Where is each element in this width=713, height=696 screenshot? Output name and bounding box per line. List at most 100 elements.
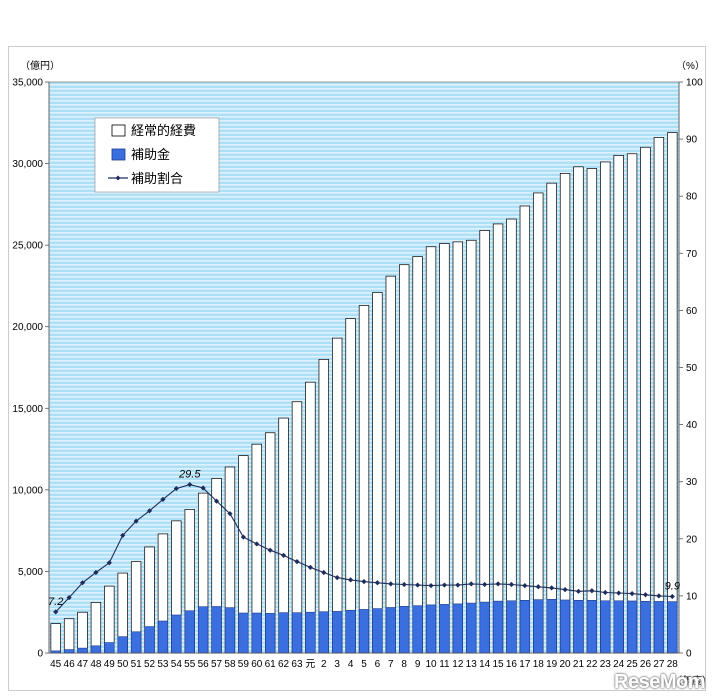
watermark-logo: ReseMom [614, 671, 705, 693]
bar-subsidy-53 [157, 620, 169, 654]
bar-expenses-6 [372, 292, 383, 654]
ratio-point-47 [79, 580, 86, 586]
bar-subsidy-21 [573, 600, 584, 654]
bar-subsidy-23 [600, 600, 611, 654]
x-tick-label: 11 [439, 659, 450, 670]
bar-expenses-10 [425, 246, 437, 654]
bar-expenses-48 [90, 602, 102, 654]
ratio-point-56 [200, 485, 206, 491]
ratio-point-58 [227, 511, 233, 517]
x-tick-label: 14 [479, 659, 491, 670]
legend-swatch-subsidy [111, 148, 126, 161]
bar-subsidy-60 [251, 612, 262, 654]
bar-expenses-22 [586, 168, 598, 654]
ratio-point-15 [495, 581, 501, 587]
x-tick-label: 59 [238, 659, 250, 670]
y-right-tick-label: 20 [686, 534, 698, 545]
ratio-point-48 [93, 569, 99, 576]
bar-expenses-4 [345, 318, 356, 654]
x-tick-label: 9 [415, 659, 421, 670]
ratio-data-label-55: 29.5 [178, 469, 201, 481]
bar-subsidy-28 [667, 601, 678, 654]
bar-expenses-2 [318, 358, 329, 654]
ratio-data-label-45: 7.2 [48, 596, 63, 608]
ratio-point-50 [120, 532, 126, 538]
x-tick-label: 12 [452, 659, 464, 670]
x-tick-label: 62 [278, 659, 290, 670]
ratio-point-25 [629, 591, 635, 597]
ratio-point-57 [213, 498, 220, 504]
bar-subsidy-52 [144, 626, 155, 654]
bar-subsidy-15 [492, 600, 504, 654]
y-right-tick-label: 50 [686, 363, 698, 374]
x-tick-label: 3 [334, 659, 340, 670]
bar-expenses-3 [332, 337, 343, 654]
bar-subsidy-26 [640, 600, 651, 654]
bar-expenses-5 [358, 305, 370, 654]
bar-subsidy-49 [104, 642, 115, 654]
x-tick-label: 23 [600, 659, 612, 670]
ratio-point-23 [602, 589, 608, 596]
ratio-point-51 [133, 518, 139, 524]
ratio-point-53 [160, 496, 166, 503]
x-tick-label: 53 [157, 659, 169, 670]
ratio-point-20 [562, 587, 568, 593]
bar-subsidy-12 [452, 603, 463, 654]
y-right-tick-label: 10 [686, 591, 698, 602]
x-tick-label: 8 [401, 659, 407, 670]
bar-subsidy-11 [439, 604, 450, 654]
ratio-point-4 [347, 577, 354, 583]
ratio-point-5 [361, 579, 367, 585]
x-tick-label: 26 [640, 659, 652, 670]
bar-subsidy-48 [90, 645, 102, 654]
x-tick-label: 45 [50, 659, 62, 670]
legend-label-subsidy: 補助金 [131, 147, 170, 162]
bar-expenses-45 [50, 623, 61, 654]
ratio-point-8 [401, 581, 407, 588]
bar-subsidy-2 [318, 611, 329, 654]
bar-subsidy-7 [385, 607, 396, 654]
bar-subsidy-51 [131, 631, 142, 654]
bar-subsidy-61 [265, 613, 276, 654]
y-left-tick-label: 30,000 [12, 159, 43, 170]
y-left-tick-label: 25,000 [12, 241, 43, 252]
bar-expenses-19 [546, 182, 557, 654]
x-tick-label: 46 [64, 659, 76, 670]
bar-expenses-7 [385, 275, 396, 654]
bar-subsidy-54 [171, 614, 182, 654]
bar-subsidy-59 [238, 612, 249, 654]
ratio-point-17 [522, 583, 528, 589]
x-tick-label: 19 [546, 659, 558, 670]
ratio-point-14 [482, 581, 488, 588]
bar-expenses-14 [479, 230, 490, 654]
legend-label-ratio: 補助割合 [131, 171, 183, 186]
bar-subsidy-58 [224, 607, 236, 654]
x-tick-label: 15 [492, 659, 504, 670]
bar-subsidy-55 [184, 610, 195, 654]
ratio-point-26 [642, 592, 649, 598]
ratio-point-9 [415, 582, 421, 588]
ratio-point-46 [66, 595, 72, 601]
bar-subsidy-13 [466, 602, 477, 654]
bar-expenses-18 [533, 192, 544, 654]
y-left-tick-label: 15,000 [12, 404, 43, 415]
ratio-point-3 [334, 575, 340, 581]
bar-subsidy-9 [412, 605, 423, 654]
ratio-point-45 [53, 609, 59, 615]
ratio-point-19 [549, 585, 555, 591]
bar-expenses-12 [452, 241, 464, 654]
y-left-tick-label: 5,000 [18, 567, 43, 578]
x-tick-label: 17 [519, 659, 531, 670]
bar-subsidy-25 [626, 600, 638, 654]
bar-subsidy-19 [546, 599, 557, 654]
bar-subsidy-20 [559, 599, 571, 654]
x-tick-label: 13 [466, 659, 478, 670]
bar-expenses-8 [399, 264, 410, 654]
x-tick-label: 22 [586, 659, 598, 670]
y-right-tick-label: 70 [686, 249, 698, 260]
ratio-point-27 [656, 593, 662, 599]
ratio-point-55 [187, 481, 193, 488]
ratio-point-61 [267, 547, 273, 553]
y-right-tick-label: 30 [686, 477, 698, 488]
